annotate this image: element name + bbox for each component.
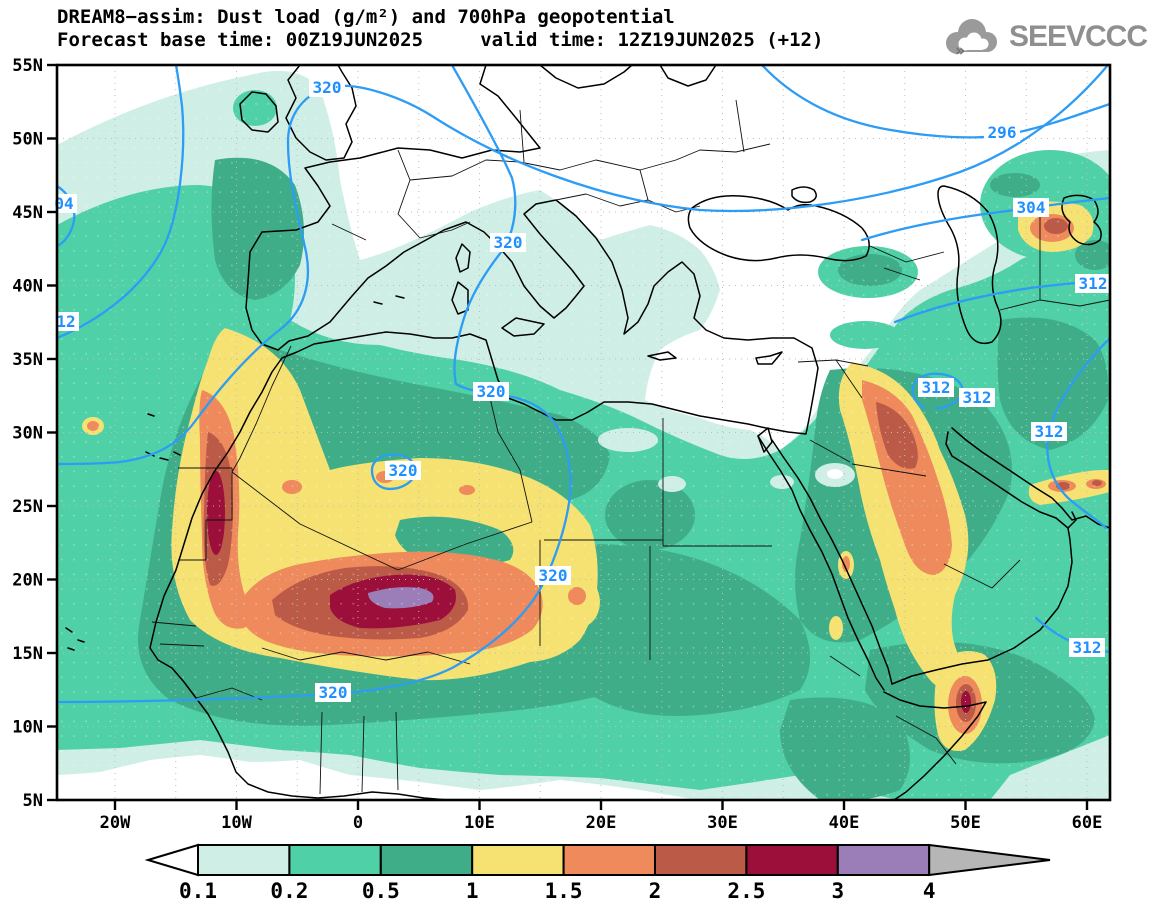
contour-label: 12	[56, 312, 75, 331]
contour-label: 320	[313, 78, 342, 97]
contour-label: 320	[389, 461, 418, 480]
colorbar-segment	[836, 844, 931, 876]
contour-label: 312	[963, 388, 992, 407]
contour-label: 312	[1035, 422, 1064, 441]
y-tick-label: 40N	[12, 277, 43, 297]
contour-label-box	[1031, 422, 1067, 441]
contour-label: 04	[54, 194, 73, 213]
country-borders	[151, 99, 1110, 795]
contour-label: 320	[494, 233, 523, 252]
y-tick-label: 50N	[12, 130, 43, 150]
y-tick-label: 20N	[12, 571, 43, 591]
colorbar-label: 0.5	[362, 879, 400, 903]
y-tick-label: 10N	[12, 718, 43, 738]
contour-label: 304	[1017, 198, 1046, 217]
colorbar-label: 3	[831, 879, 844, 903]
contour-label-box	[959, 388, 995, 407]
contour-label: 320	[539, 566, 568, 585]
contour-label: 312	[1073, 638, 1102, 657]
svg-text:»: »	[955, 41, 965, 58]
y-tick-label: 45N	[12, 203, 43, 223]
x-tick-label: 30E	[707, 813, 738, 833]
contour-label: 312	[922, 378, 951, 397]
x-tick-label: 40E	[829, 813, 860, 833]
contour-label-box	[473, 382, 509, 401]
seevccc-logo: » SEEVCCC	[941, 16, 1148, 58]
colorbar-segment	[562, 844, 656, 876]
contour-label-box	[1013, 198, 1049, 217]
x-tick-label: 10W	[221, 813, 252, 833]
colorbar-label: 4	[923, 879, 936, 903]
y-tick-label: 55N	[12, 56, 43, 76]
title-block: DREAM8−assim: Dust load (g/m²) and 700hP…	[57, 6, 823, 52]
contour-label-box	[309, 78, 345, 97]
contour-label-box	[1075, 274, 1111, 293]
contour-label-box	[535, 566, 571, 585]
contour-label-box	[315, 683, 351, 702]
x-tick-label: 20E	[586, 813, 617, 833]
x-tick-label: 50E	[950, 813, 981, 833]
contour-label: 320	[319, 683, 348, 702]
y-tick-label: 35N	[12, 350, 43, 370]
y-tick-label: 15N	[12, 644, 43, 664]
contour-label: 312	[1079, 274, 1108, 293]
colorbar-segment	[654, 844, 748, 876]
logo-text: SEEVCCC	[1008, 20, 1148, 53]
contour-label-box	[918, 378, 954, 397]
dust-fill-field	[57, 65, 1110, 800]
colorbar-label: 0.1	[179, 879, 217, 903]
chart-title: DREAM8−assim: Dust load (g/m²) and 700hP…	[57, 6, 675, 28]
axis-ticks: 20W 10W 0 10E 20E 30E 40E 50E 60E 55N 50N 45N 40N 35N…	[12, 56, 1102, 833]
colorbar-label: 0.2	[270, 879, 308, 903]
colorbar: 0.1 0.2 0.5 1 1.5 2 2.5 3 4	[144, 843, 1051, 903]
colorbar-label: 2.5	[727, 879, 765, 903]
colorbar-label: 1	[466, 879, 479, 903]
colorbar-label: 1.5	[545, 879, 583, 903]
chart-subtitle: Forecast base time: 00Z19JUN2025 valid t…	[57, 29, 824, 51]
x-tick-label: 0	[353, 813, 363, 833]
contour-label-box	[385, 461, 421, 480]
contour-label-box	[1069, 638, 1105, 657]
colorbar-segment	[379, 844, 474, 876]
dot-texture	[57, 65, 1110, 800]
colorbar-segment	[471, 844, 565, 876]
contour-label-box	[984, 123, 1020, 142]
contour-label: 320	[477, 382, 506, 401]
colorbar-segment	[197, 844, 291, 876]
colorbar-right-arrow	[928, 843, 1051, 877]
y-tick-label: 30N	[12, 424, 43, 444]
colorbar-left-arrow	[144, 843, 199, 877]
colorbar-segment	[745, 844, 839, 876]
graticule	[57, 65, 1110, 800]
coastlines	[65, 65, 1110, 800]
contour-label: 296	[988, 123, 1017, 142]
contour-label-box	[53, 312, 79, 331]
x-tick-label: 20W	[100, 813, 131, 833]
colorbar-segment	[288, 844, 382, 876]
contour-labels: 320 296 04 304 320 312 12 320 312 312 312 320 320 312…	[51, 78, 1111, 702]
colorbar-label: 2	[649, 879, 662, 903]
x-tick-label: 10E	[464, 813, 495, 833]
contour-label-box	[490, 233, 526, 252]
y-tick-label: 5N	[23, 791, 43, 811]
y-tick-label: 25N	[12, 497, 43, 517]
x-tick-label: 60E	[1072, 813, 1103, 833]
cloud-icon: »	[945, 19, 997, 58]
